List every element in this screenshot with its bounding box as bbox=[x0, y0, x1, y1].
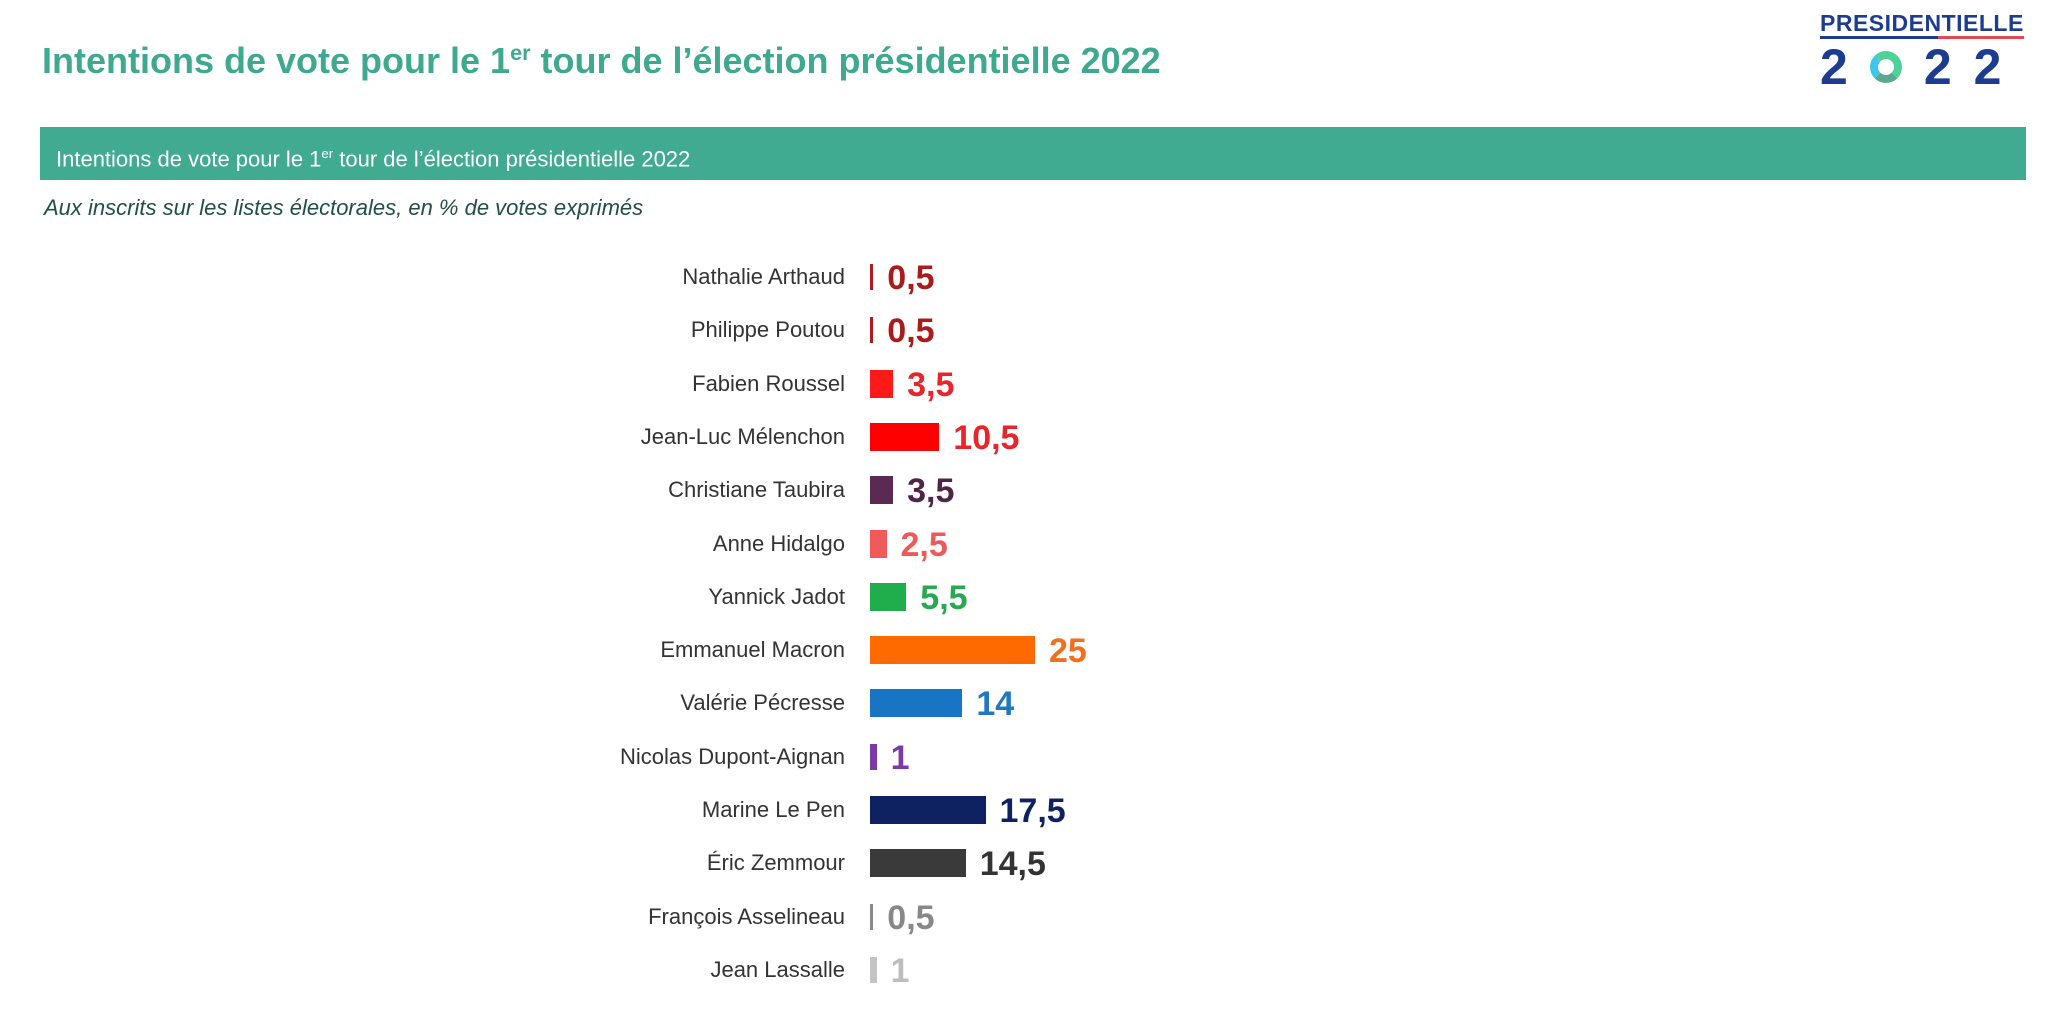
category-label: Jean Lassalle bbox=[710, 956, 845, 982]
bar bbox=[870, 422, 940, 451]
category-label: Marine Le Pen bbox=[701, 797, 845, 822]
category-label: Valérie Pécresse bbox=[680, 690, 845, 716]
bar bbox=[870, 636, 1035, 665]
logo-digit: 2 bbox=[1973, 39, 2002, 95]
chart-subtitle: Aux inscrits sur les listes électorales,… bbox=[44, 195, 644, 220]
data-label: 3,5 bbox=[907, 365, 955, 404]
chart-banner: Intentions de vote pour le 1er tour de l… bbox=[40, 127, 2026, 180]
category-label: Emmanuel Macron bbox=[660, 637, 845, 663]
data-label: 3,5 bbox=[907, 472, 955, 511]
data-label: 0,5 bbox=[887, 312, 935, 351]
data-label: 1 bbox=[890, 738, 910, 777]
data-label: 14 bbox=[976, 685, 1015, 724]
page-title: Intentions de vote pour le 1er tour de l… bbox=[42, 40, 1161, 81]
category-label: Fabien Roussel bbox=[692, 370, 845, 396]
bar bbox=[870, 796, 986, 824]
data-label: 1 bbox=[890, 951, 910, 990]
bar bbox=[870, 317, 874, 344]
logo-digit: 2 bbox=[1923, 39, 1952, 95]
category-label: Christiane Taubira bbox=[668, 477, 845, 503]
bar bbox=[870, 264, 874, 290]
data-label: 0,5 bbox=[887, 898, 935, 937]
category-label: Éric Zemmour bbox=[706, 850, 845, 876]
data-label: 25 bbox=[1049, 632, 1087, 671]
logo-text: PRESIDENTIELLE bbox=[1820, 10, 2024, 39]
bar bbox=[870, 369, 894, 398]
bar bbox=[870, 956, 877, 983]
data-label: 0,5 bbox=[887, 259, 935, 298]
category-label: Philippe Poutou bbox=[690, 317, 845, 343]
category-label: Yannick Jadot bbox=[708, 583, 845, 609]
data-label: 17,5 bbox=[999, 792, 1066, 831]
category-label: Anne Hidalgo bbox=[712, 530, 845, 556]
bar bbox=[870, 743, 877, 770]
bar bbox=[870, 849, 966, 878]
presidentielle-2022-logo: PRESIDENTIELLE 2 2 2 bbox=[1820, 10, 2024, 95]
data-label: 14,5 bbox=[979, 845, 1046, 884]
category-label: François Asselineau bbox=[648, 903, 845, 929]
data-label: 10,5 bbox=[953, 418, 1020, 457]
bar bbox=[870, 582, 907, 611]
logo-ring-icon bbox=[1869, 51, 1902, 83]
logo-digit: 2 bbox=[1820, 39, 1848, 95]
bar bbox=[870, 903, 874, 930]
bar bbox=[870, 689, 963, 718]
category-label: Jean-Luc Mélenchon bbox=[640, 423, 845, 449]
data-label: 5,5 bbox=[920, 578, 968, 617]
bar bbox=[870, 476, 894, 505]
bar bbox=[870, 529, 887, 558]
category-label: Nicolas Dupont-Aignan bbox=[619, 743, 845, 769]
category-label: Nathalie Arthaud bbox=[682, 264, 845, 289]
data-label: 2,5 bbox=[900, 525, 948, 564]
